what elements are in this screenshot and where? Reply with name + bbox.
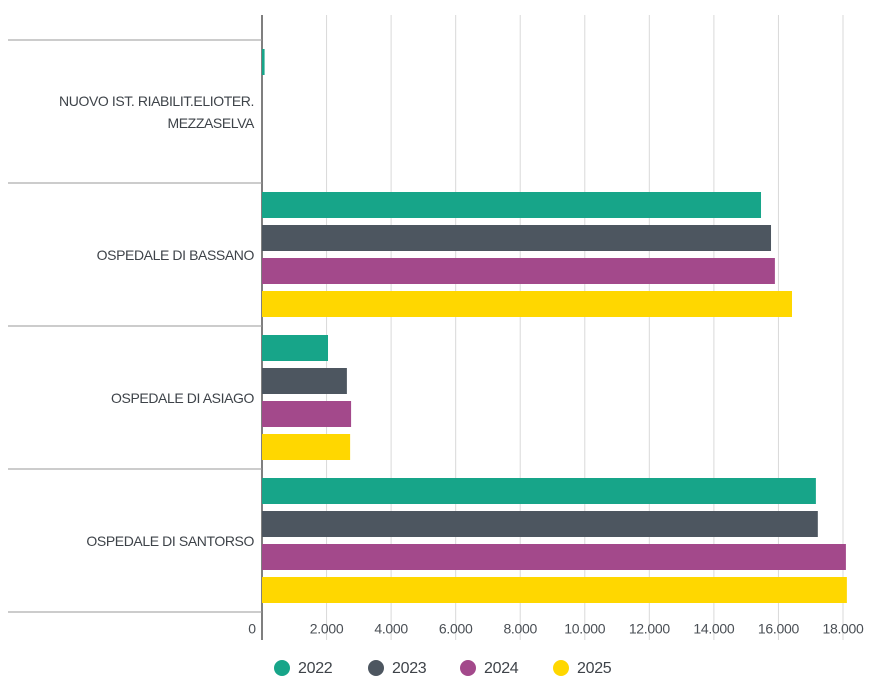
x-tick-label: 0 bbox=[248, 621, 256, 637]
bar bbox=[262, 401, 352, 427]
legend-label: 2022 bbox=[298, 660, 333, 677]
x-tick-label: 12.000 bbox=[629, 621, 671, 637]
y-tick-label: OSPEDALE DI BASSANO bbox=[96, 246, 255, 263]
x-tick-label: 6.000 bbox=[439, 621, 473, 637]
bar bbox=[262, 368, 347, 394]
legend-marker bbox=[460, 660, 476, 676]
bar bbox=[262, 192, 762, 218]
legend-label: 2024 bbox=[484, 660, 519, 677]
bar bbox=[262, 478, 816, 504]
x-tick-label: 18.000 bbox=[822, 621, 864, 637]
y-tick-label: OSPEDALE DI SANTORSO bbox=[86, 532, 254, 549]
x-tick-label: 16.000 bbox=[758, 621, 800, 637]
legend-marker bbox=[274, 660, 290, 676]
bar bbox=[262, 258, 775, 284]
bar bbox=[262, 335, 329, 361]
x-tick-label: 2.000 bbox=[310, 621, 344, 637]
legend-label: 2023 bbox=[392, 660, 427, 677]
x-tick-label: 10.000 bbox=[564, 621, 606, 637]
legend-label: 2025 bbox=[577, 660, 612, 677]
bar bbox=[262, 577, 847, 603]
x-tick-label: 14.000 bbox=[693, 621, 735, 637]
y-tick-label: OSPEDALE DI ASIAGO bbox=[111, 389, 254, 406]
legend-marker bbox=[553, 660, 569, 676]
legend-marker bbox=[368, 660, 384, 676]
bar bbox=[262, 225, 772, 251]
x-tick-label: 8.000 bbox=[503, 621, 537, 637]
bar bbox=[262, 291, 793, 317]
bar bbox=[262, 49, 265, 75]
bar bbox=[262, 511, 818, 537]
bar bbox=[262, 544, 846, 570]
y-tick-label: NUOVO IST. RIABILIT.ELIOTER. MEZZASELVA bbox=[59, 92, 254, 131]
bar bbox=[262, 434, 351, 460]
x-tick-label: 4.000 bbox=[374, 621, 408, 637]
